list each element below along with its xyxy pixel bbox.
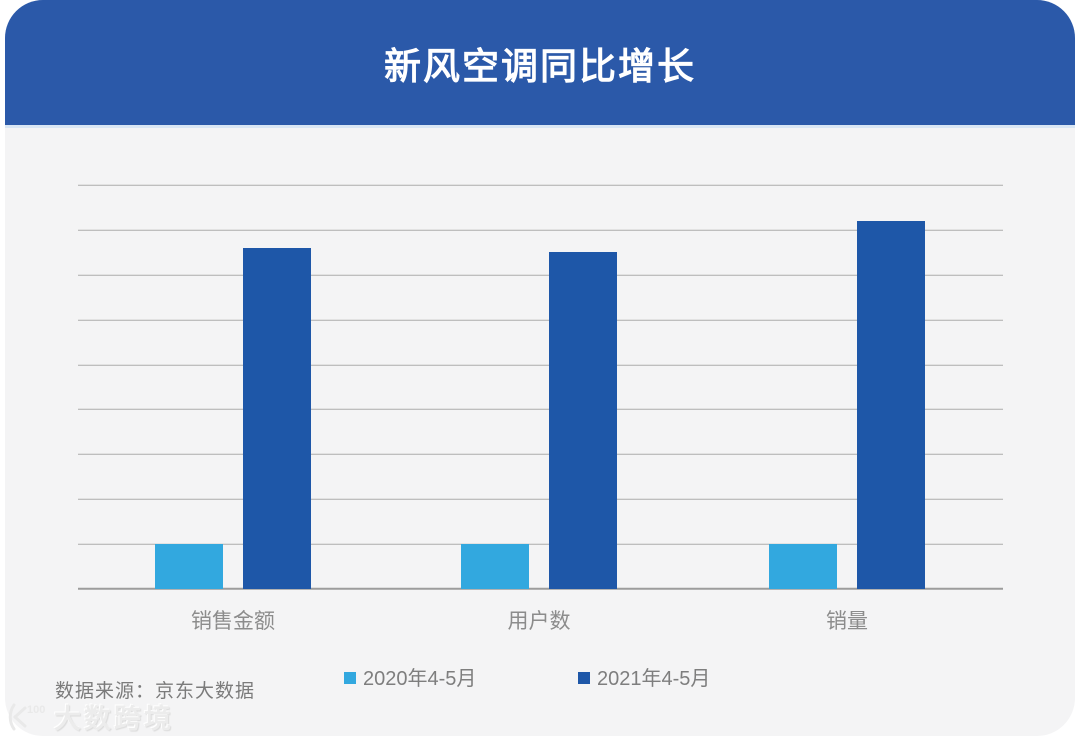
x-axis-label-销量: 销量 [826,610,868,633]
gridline [78,364,1003,366]
legend-label-2021: 2021年4-5月 [597,668,711,690]
x-axis-line [78,587,1003,590]
gridline [78,274,1003,276]
bar-2021-用户数 [549,252,617,589]
legend-item-2020: 2020年4-5月 [344,662,476,691]
chart-title: 新风空调同比增长 [384,45,696,87]
legend-label-2020: 2020年4-5月 [363,668,477,690]
gridline [78,319,1003,321]
legend-swatch-2020-icon [344,671,356,684]
legend-swatch-2021-icon [578,671,590,684]
chart-card: 新风空调同比增长 销售金额 用户数 销量 2020年4-5月 2021年4-5月 数… [5,0,1075,736]
gridline [78,229,1003,231]
bar-2020-用户数 [461,544,529,589]
data-source: 数据来源：京东大数据 [55,681,256,702]
gridline [78,184,1003,186]
bar-2020-销售金额 [155,544,223,589]
x-axis-label-销售金额: 销售金额 [191,610,275,633]
x-axis-label-用户数: 用户数 [507,610,571,633]
plot-area: 销售金额 用户数 销量 [78,184,1003,633]
gridline [78,543,1003,545]
gridline [78,454,1003,456]
gridline [78,498,1003,500]
legend-item-2021: 2021年4-5月 [578,662,710,691]
gridline [78,409,1003,411]
bar-2020-销量 [769,544,837,589]
bar-2021-销售金额 [243,247,311,589]
chart-header: 新风空调同比增长 [5,0,1075,128]
bar-2021-销量 [857,220,925,589]
